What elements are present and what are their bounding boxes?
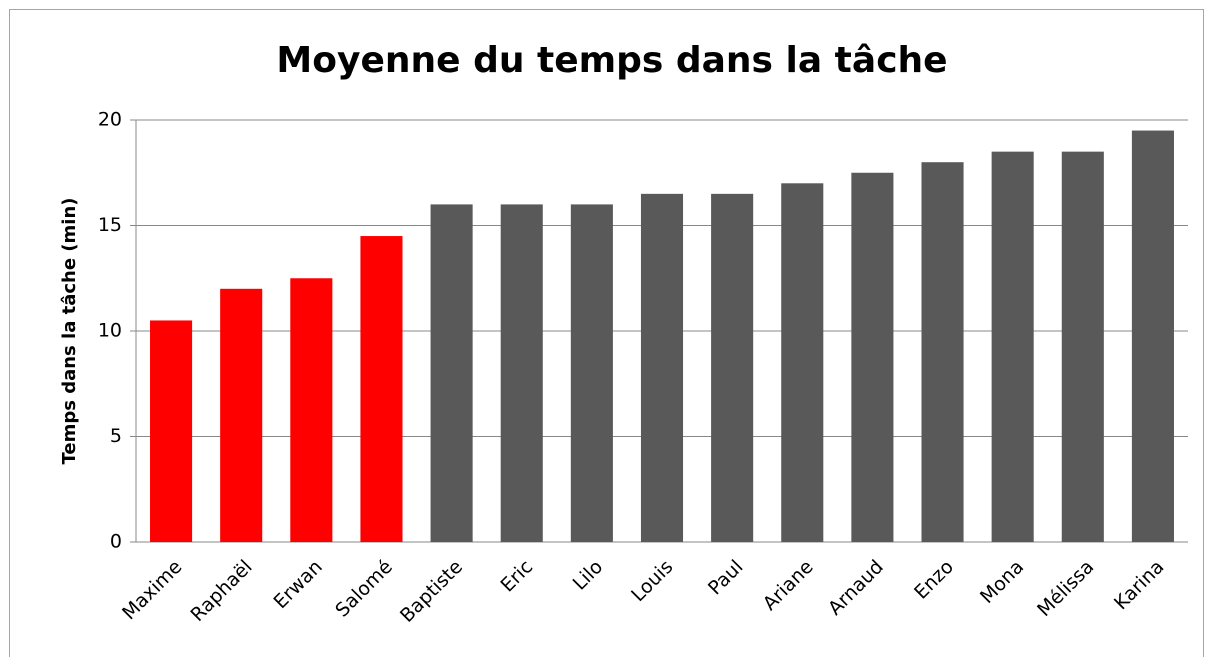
bar: [290, 278, 333, 542]
chart-title: Moyenne du temps dans la tâche: [276, 40, 947, 81]
y-tick-label: 0: [110, 531, 122, 553]
bar: [430, 204, 473, 542]
bar: [360, 236, 403, 543]
bar: [640, 193, 684, 542]
bar: [781, 183, 824, 543]
bar: [500, 204, 543, 542]
bar: [570, 204, 613, 542]
bar: [1131, 130, 1174, 543]
y-tick-label: 15: [98, 214, 122, 236]
bar: [220, 288, 263, 542]
bar: [1061, 151, 1104, 542]
bar: [921, 162, 964, 542]
bar: [851, 172, 894, 542]
y-axis-label: Temps dans la tâche (min): [59, 197, 80, 464]
bar: [711, 193, 754, 542]
y-tick-label: 5: [110, 425, 122, 447]
bar: [991, 151, 1034, 542]
bar: [150, 320, 193, 542]
y-tick-label: 10: [98, 320, 122, 342]
y-tick-label: 20: [98, 109, 122, 131]
